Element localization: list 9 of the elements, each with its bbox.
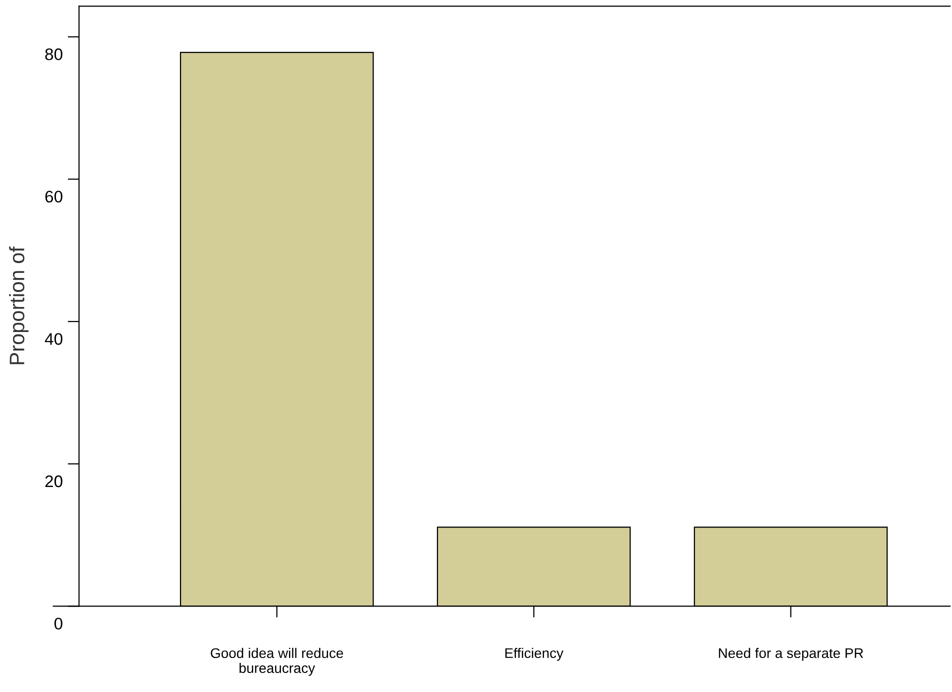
x-tick-label: Efficiency: [505, 648, 564, 661]
x-tick-label: Need for a separate PR: [718, 648, 864, 661]
y-tick-label: 0: [54, 618, 62, 630]
y-axis-title: Proportion of: [9, 246, 28, 364]
y-tick-label: 40: [44, 333, 62, 345]
y-tick-label: 20: [45, 475, 62, 488]
y-tick-label: 80: [45, 48, 62, 60]
x-tick-label: Good idea will reduce bureaucracy: [210, 648, 344, 676]
y-tick-label: 60: [45, 190, 62, 203]
